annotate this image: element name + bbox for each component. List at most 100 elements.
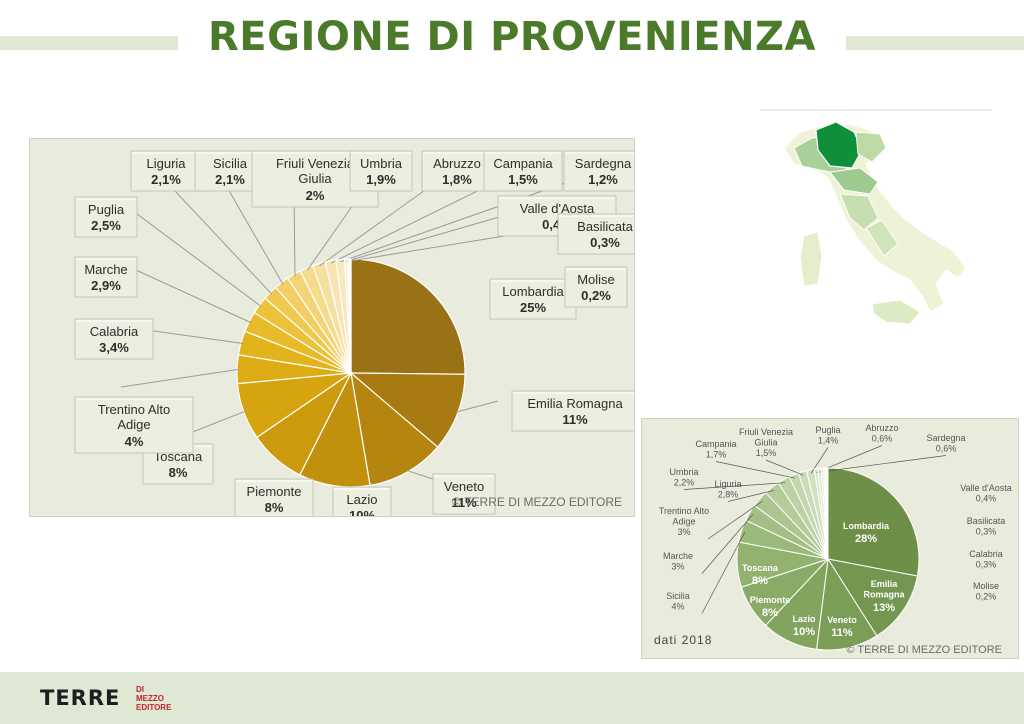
slice-value-line: 11%: [831, 627, 853, 639]
leader-line: [124, 264, 252, 324]
label-box-highlight: [491, 280, 575, 282]
title-bar-left: [0, 36, 178, 50]
slice-value: 4%: [125, 434, 144, 449]
leader-line: [405, 469, 434, 480]
slice-label-line: Veneto: [444, 479, 485, 494]
slice-value-line: 13%: [873, 602, 895, 614]
title-bar-right: [846, 36, 1024, 50]
slice-label: Abruzzo: [865, 423, 898, 433]
slice-label: Valle d'Aosta: [960, 483, 1012, 493]
slice-label: Puglia: [815, 425, 840, 435]
slice-value-line: 0,3%: [976, 527, 997, 537]
slice-label-line: Trentino Alto: [659, 506, 709, 516]
slice-value: 3,4%: [99, 340, 129, 355]
slice-label-line: Liguria: [146, 156, 186, 171]
label-box-highlight: [76, 320, 152, 322]
label-box-highlight: [76, 398, 192, 400]
slice-label-line: Sicilia: [666, 591, 690, 601]
label-box-highlight: [485, 152, 561, 154]
slice-label-line: Liguria: [714, 479, 741, 489]
label-box: [483, 150, 563, 192]
slice-label: Lazio: [792, 614, 816, 624]
slice-value: 1,4%: [818, 436, 839, 446]
slice-label-line: Lazio: [792, 614, 816, 624]
slice-label: Friuli Venezia Giulia: [276, 156, 355, 186]
logo-small-text: DI MEZZO EDITORE: [136, 685, 171, 712]
slice-label-line: Molise: [973, 581, 999, 591]
leader-line: [455, 400, 499, 413]
slice-label: Campania: [695, 439, 736, 449]
chart-panel-2021: Lombardia 25% Emilia Romagna 11% Veneto 11% La…: [29, 138, 653, 528]
slice-value: 1,2%: [588, 172, 618, 187]
slice-value: 2,9%: [91, 278, 121, 293]
leader-line: [120, 368, 240, 388]
slice-label-line: Sardegna: [575, 156, 632, 171]
slice-value: 11%: [562, 412, 588, 427]
logo-small-bottom: EDITORE: [136, 703, 172, 712]
leader-line: [159, 174, 273, 295]
slice-value: 1,5%: [756, 448, 777, 458]
slice-value-line: 8%: [265, 500, 284, 515]
label-box-highlight: [434, 475, 494, 477]
slice-value: 0,2%: [581, 288, 611, 303]
slice-label-line: Adige: [672, 516, 695, 526]
slice-value: 2,1%: [215, 172, 245, 187]
slice-value-line: 25%: [520, 300, 546, 315]
slice-value: 2,8%: [718, 490, 739, 500]
italy-map-icon: [760, 109, 992, 325]
label-box-highlight: [559, 215, 651, 217]
slice-value: 3%: [677, 527, 690, 537]
leader-line: [727, 489, 775, 502]
pie-slice: [350, 258, 466, 375]
slice-label: Umbria: [669, 467, 698, 477]
slice-label-line: Puglia: [88, 202, 125, 217]
slice-value: 1,5%: [508, 172, 538, 187]
slice-value: 0,6%: [936, 444, 957, 454]
slice-label-line: Lombardia: [843, 521, 890, 531]
slice-label-line: Emilia: [871, 579, 899, 589]
slice-label-line: Giulia: [298, 171, 332, 186]
slice-value-line: 0,3%: [590, 235, 620, 250]
label-box-highlight: [76, 198, 136, 200]
slice-value-line: 1,5%: [756, 448, 777, 458]
leader-line: [707, 500, 763, 540]
slice-value: 8%: [265, 500, 284, 515]
slice-value-line: 2,2%: [674, 478, 695, 488]
slice-label-line: Lombardia: [502, 284, 564, 299]
slice-value: 1,8%: [442, 172, 472, 187]
slice-value-line: 4%: [125, 434, 144, 449]
slice-label: Sardegna: [926, 433, 965, 443]
label-box-highlight: [132, 152, 200, 154]
slice-label: Campania: [493, 156, 553, 171]
slice-label-line: Valle d'Aosta: [520, 201, 595, 216]
slice-label: Trentino Alto Adige: [659, 506, 709, 526]
slice-label-line: Umbria: [360, 156, 403, 171]
slice-label: Emilia Romagna: [527, 396, 623, 411]
credit-text: © TERRE DI MEZZO EDITORE: [452, 495, 622, 509]
label-box-highlight: [513, 392, 637, 394]
slice-value-line: 1,7%: [706, 450, 727, 460]
label-box-highlight: [351, 152, 411, 154]
slice-label: Piemonte: [247, 484, 302, 499]
label-box: [489, 278, 577, 320]
slice-value-line: 11%: [451, 495, 477, 510]
slice-value: 1,9%: [366, 172, 396, 187]
page-title: REGIONE DI PROVENIENZA: [207, 14, 817, 60]
slice-label: Calabria: [90, 324, 139, 339]
slice-label-line: Lazio: [346, 492, 377, 507]
slice-value-line: 1,4%: [818, 436, 839, 446]
slice-label: Marche: [84, 262, 127, 277]
pie-slice: [349, 372, 466, 448]
slice-value: 1,7%: [706, 450, 727, 460]
slice-value-line: 2%: [306, 188, 325, 203]
label-box-highlight: [236, 480, 312, 482]
slice-value-line: 2,1%: [215, 172, 245, 187]
slice-label-line: Abruzzo: [433, 156, 481, 171]
slice-label-line: Marche: [663, 551, 693, 561]
slice-value-line: 10%: [793, 626, 815, 638]
slice-label-line: Giulia: [754, 437, 777, 447]
slice-label-line: Campania: [695, 439, 736, 449]
slice-value: 0,4%: [976, 494, 997, 504]
leader-line: [765, 459, 804, 476]
label-box-highlight: [334, 488, 390, 490]
